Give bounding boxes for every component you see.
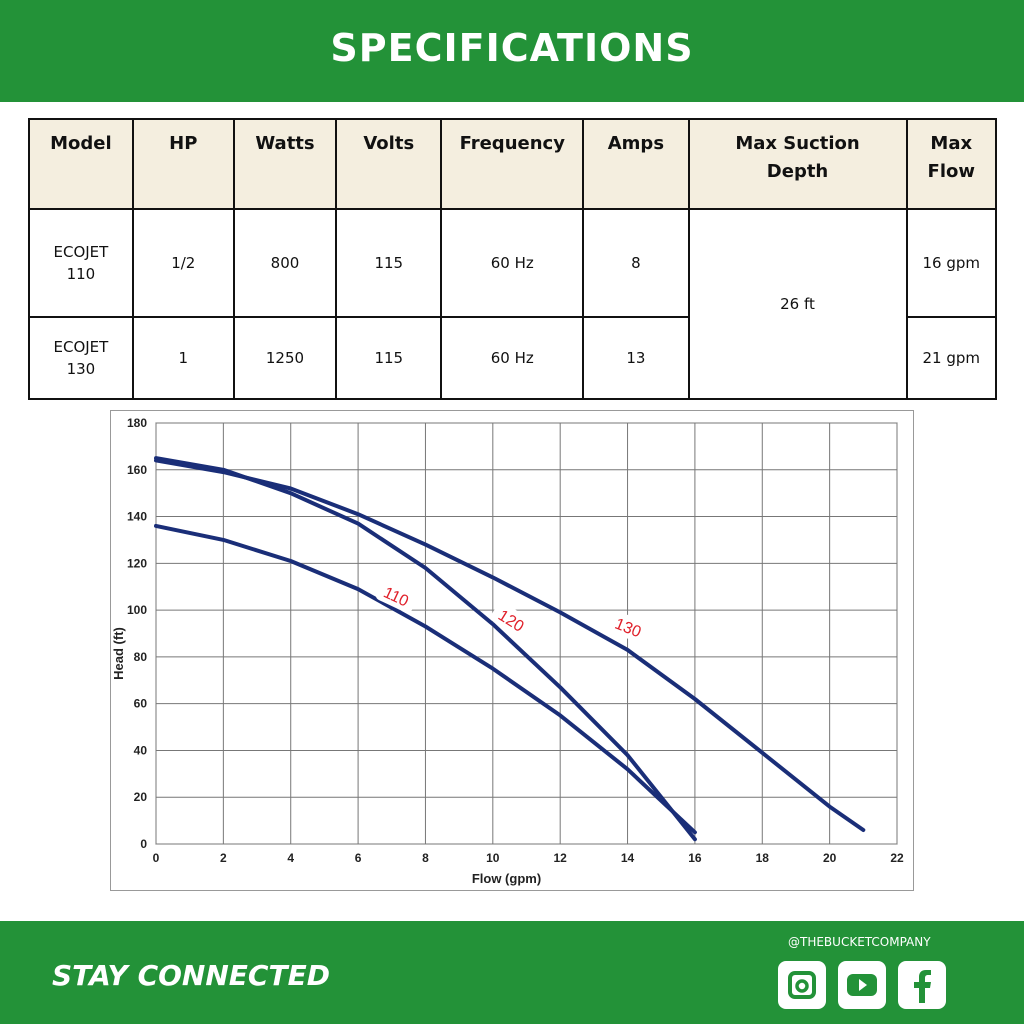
x-tick-label: 10 [486, 851, 500, 865]
x-tick-label: 6 [355, 851, 362, 865]
cell: 21 gpm [905, 316, 998, 400]
chart-frame: 0 20 40 60 80 100 120 140 160 180 0 2 4 6 8 10 12 14 16 18 2… [110, 410, 914, 891]
cell: 26 ft [687, 208, 908, 400]
cell: ECOJET 130 [28, 316, 134, 400]
y-tick-label: 20 [134, 790, 148, 804]
x-tick-label: 2 [220, 851, 227, 865]
column-header: Max Flow [905, 118, 998, 210]
column-header: Amps [582, 118, 690, 210]
x-tick-label: 18 [756, 851, 770, 865]
y-axis-label: Head (ft) [111, 627, 126, 680]
cell: 1 [131, 316, 235, 400]
header-row: Model HP Watts Volts Frequency Amps Max … [28, 118, 998, 210]
cell: 13 [582, 316, 690, 400]
cell: 16 gpm [905, 208, 998, 318]
table-row: ECOJET 110 1/2 800 115 60 Hz 8 26 ft 16 … [28, 208, 998, 400]
column-header: Max Suction Depth [687, 118, 908, 210]
x-axis-label: Flow (gpm) [472, 871, 541, 886]
table-row: ECOJET 130 1 1250 115 60 Hz 13 21 gpm [28, 316, 998, 400]
y-tick-label: 0 [140, 837, 147, 851]
cell: 1/2 [131, 208, 235, 318]
column-header: Volts [335, 118, 443, 210]
y-tick-label: 80 [134, 650, 148, 664]
footer-bar: STAY CONNECTED @THEBUCKETCOMPANY [0, 921, 1024, 1024]
cell: 800 [232, 208, 338, 318]
header-bar: SPECIFICATIONS [0, 0, 1024, 102]
cell: 60 Hz [440, 208, 585, 318]
series-label-box [607, 611, 650, 643]
series-label: 130 [607, 611, 650, 643]
x-tick-label: 16 [688, 851, 702, 865]
column-header: HP [131, 118, 235, 210]
cell: 8 [582, 208, 690, 318]
y-tick-label: 60 [134, 697, 148, 711]
y-tick-label: 140 [127, 510, 147, 524]
series-label-box [375, 579, 418, 613]
page-title: SPECIFICATIONS [330, 26, 694, 70]
cell: 115 [335, 316, 443, 400]
series-line [154, 458, 866, 832]
cell: ECOJET 110 [28, 208, 134, 318]
youtube-icon[interactable] [838, 961, 886, 1009]
instagram-icon[interactable] [778, 961, 826, 1009]
tagline: STAY CONNECTED [52, 959, 330, 992]
youtube-glyph [847, 974, 877, 996]
y-tick-label: 160 [127, 463, 147, 477]
x-tick-label: 20 [823, 851, 837, 865]
cell: 115 [335, 208, 443, 318]
facebook-icon[interactable] [898, 961, 946, 1009]
x-tick-label: 14 [621, 851, 635, 865]
y-tick-label: 40 [134, 743, 148, 757]
x-tick-label: 12 [554, 851, 568, 865]
y-tick-label: 180 [127, 416, 147, 430]
x-tick-label: 8 [422, 851, 429, 865]
cell: 1250 [232, 316, 338, 400]
series-line [154, 523, 697, 835]
series-label-box [491, 602, 533, 638]
instagram-glyph [788, 971, 816, 999]
facebook-glyph [914, 970, 931, 1003]
y-tick-label: 100 [127, 603, 147, 617]
x-tick-label: 0 [153, 851, 160, 865]
column-header: Frequency [440, 118, 585, 210]
column-header: Model [28, 118, 134, 210]
spec-table: Model HP Watts Volts Frequency Amps Max … [28, 118, 998, 400]
column-header: Watts [232, 118, 338, 210]
x-tick-label: 22 [890, 851, 904, 865]
chart: 0 20 40 60 80 100 120 140 160 180 0 2 4 6 8 10 12 14 16 18 2… [111, 416, 904, 886]
social-handle: @THEBUCKETCOMPANY [788, 935, 931, 949]
cell: 60 Hz [440, 316, 585, 400]
x-tick-label: 4 [287, 851, 294, 865]
y-tick-label: 120 [127, 556, 147, 570]
